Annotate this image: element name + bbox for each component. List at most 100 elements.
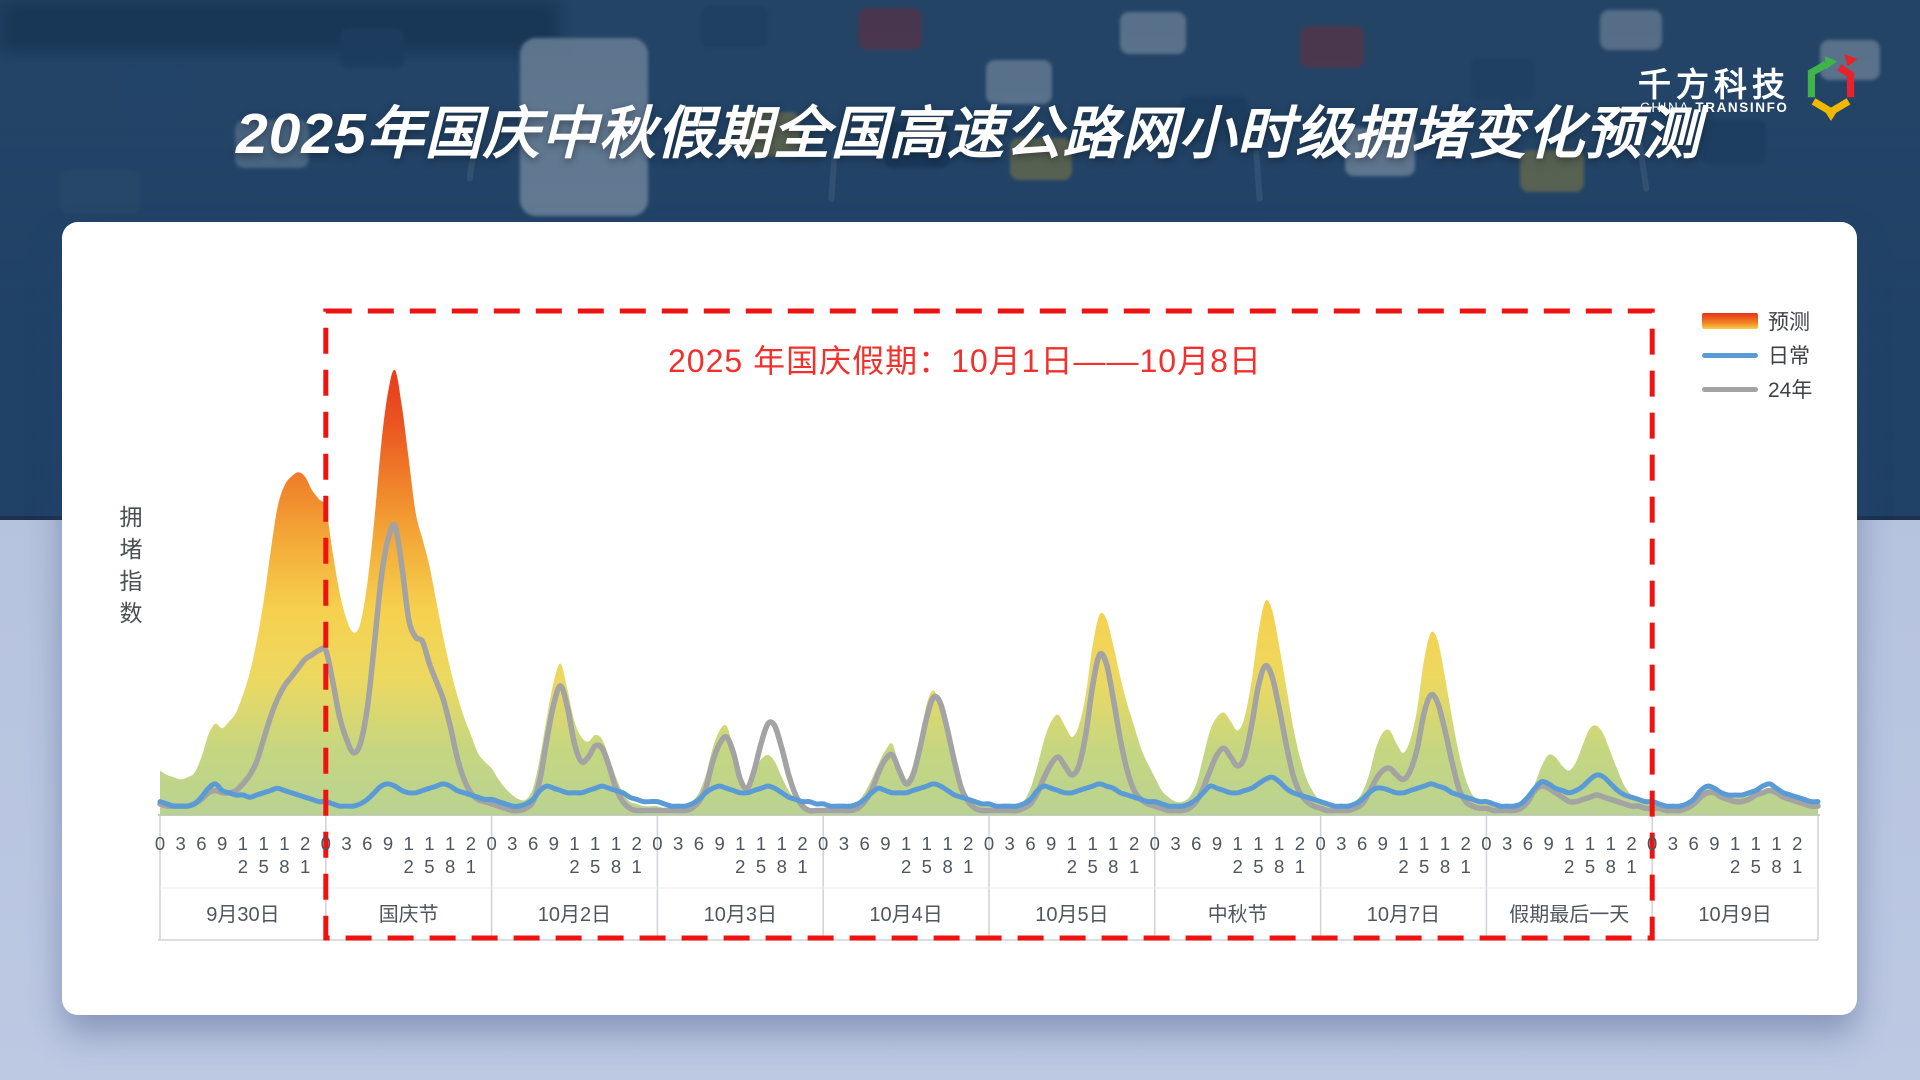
brand-name-en-light: CHINA xyxy=(1640,100,1691,115)
hour-tick: 1 2 xyxy=(1232,833,1243,877)
year24-line-swatch xyxy=(1702,386,1758,392)
hour-tick: 9 xyxy=(1211,833,1223,854)
highlight-caption: 2025 年国庆假期：10月1日——10月8日 xyxy=(668,343,1262,379)
legend-label-24year: 24年 xyxy=(1768,379,1813,402)
day-label: 9月30日 xyxy=(206,904,280,926)
legend-row-forecast: 预测 xyxy=(1702,304,1862,338)
hour-tick: 3 xyxy=(672,833,684,854)
brand-name-cn: 千方科技 xyxy=(1638,66,1790,103)
hour-tick: 6 xyxy=(1025,833,1036,854)
page-title: 2025年国庆中秋假期全国高速公路网小时级拥堵变化预测 xyxy=(236,102,1701,166)
hour-tick: 9 xyxy=(1046,833,1057,854)
hour-tick: 1 8 xyxy=(279,833,290,877)
day-label: 10月2日 xyxy=(537,904,612,926)
hour-tick: 1 8 xyxy=(776,833,787,877)
hour-tick: 2 1 xyxy=(1294,833,1306,877)
hour-tick: 1 8 xyxy=(445,833,456,877)
hour-tick: 1 8 xyxy=(1274,833,1285,877)
hour-tick: 0 xyxy=(1149,833,1160,854)
hour-tick: 2 1 xyxy=(1792,833,1803,877)
brand-name-en-bold: TRANSINFO xyxy=(1695,100,1789,115)
chart-legend: 预测 日常 24年 xyxy=(1702,304,1862,406)
hour-tick: 2 1 xyxy=(797,833,808,877)
hour-tick: 1 5 xyxy=(590,833,601,877)
legend-label-daily: 日常 xyxy=(1768,345,1810,368)
hour-tick: 6 xyxy=(362,833,373,854)
day-label: 中秋节 xyxy=(1207,904,1268,926)
hour-tick: 9 xyxy=(1709,833,1720,854)
hour-tick: 0 xyxy=(652,833,663,854)
hour-tick: 1 5 xyxy=(1253,833,1264,877)
hour-tick: 1 5 xyxy=(1087,833,1098,877)
hour-tick: 0 xyxy=(1315,833,1326,854)
hour-tick: 3 xyxy=(341,833,352,854)
day-label: 10月7日 xyxy=(1366,904,1441,926)
hour-tick: 3 xyxy=(1336,833,1347,854)
hour-tick: 9 xyxy=(548,833,559,854)
hour-tick: 9 xyxy=(714,833,725,854)
hour-tick: 6 xyxy=(1191,833,1202,854)
hour-tick: 6 xyxy=(859,833,870,854)
hour-tick: 2 1 xyxy=(963,833,974,877)
hour-tick: 1 8 xyxy=(1108,833,1119,877)
hour-tick: 1 2 xyxy=(1066,833,1078,877)
hour-tick: 2 1 xyxy=(1128,833,1140,877)
hour-tick: 3 xyxy=(507,833,518,854)
hour-tick: 6 xyxy=(693,833,705,854)
hour-tick: 1 5 xyxy=(1584,833,1596,877)
hour-tick: 1 5 xyxy=(258,833,269,877)
hour-tick: 3 xyxy=(1501,833,1513,854)
hour-tick: 3 xyxy=(1667,833,1679,854)
hour-tick: 1 5 xyxy=(1750,833,1761,877)
legend-row-daily: 日常 xyxy=(1702,338,1862,372)
hour-tick: 6 xyxy=(1356,833,1368,854)
day-label: 10月9日 xyxy=(1698,904,1772,926)
hour-tick: 1 2 xyxy=(1564,833,1575,877)
hour-tick: 0 xyxy=(486,833,497,854)
hour-tick: 3 xyxy=(1170,833,1181,854)
day-label: 国庆节 xyxy=(378,904,439,926)
legend-label-forecast: 预测 xyxy=(1768,311,1810,334)
day-label: 10月4日 xyxy=(869,904,943,926)
hour-tick: 1 2 xyxy=(900,833,912,877)
hour-tick: 0 xyxy=(983,833,995,854)
forecast-gradient-swatch xyxy=(1702,313,1758,329)
hour-tick: 0 xyxy=(1481,833,1492,854)
hour-tick: 1 5 xyxy=(755,833,767,877)
day-label: 假期最后一天 xyxy=(1509,904,1630,926)
day-label: 10月3日 xyxy=(703,904,777,926)
day-label: 10月5日 xyxy=(1035,904,1109,926)
hour-tick: 1 8 xyxy=(1439,833,1451,877)
brand-name-en: CHINA TRANSINFO xyxy=(1640,100,1789,115)
hour-tick: 1 5 xyxy=(921,833,932,877)
hour-tick: 2 1 xyxy=(465,833,477,877)
hour-tick: 9 xyxy=(1543,833,1554,854)
hour-tick: 1 2 xyxy=(1729,833,1741,877)
hour-tick: 9 xyxy=(217,833,228,854)
legend-row-24year: 24年 xyxy=(1702,372,1862,406)
y-axis-label: 拥堵指数 xyxy=(116,505,142,633)
hour-tick: 1 2 xyxy=(403,833,414,877)
hour-tick: 1 5 xyxy=(1419,833,1430,877)
hour-tick: 2 1 xyxy=(1460,833,1471,877)
hour-tick: 2 1 xyxy=(299,833,311,877)
hour-tick: 1 8 xyxy=(942,833,953,877)
daily-line-swatch xyxy=(1702,352,1758,358)
hour-tick: 6 xyxy=(1522,833,1534,854)
hour-tick: 3 xyxy=(1004,833,1015,854)
hour-tick: 1 8 xyxy=(1605,833,1616,877)
hour-tick: 1 2 xyxy=(237,833,249,877)
brand-logo: 千方科技 CHINA TRANSINFO xyxy=(1638,50,1878,130)
hour-tick: 9 xyxy=(382,833,394,854)
hour-tick: 0 xyxy=(154,833,166,854)
hour-tick: 6 xyxy=(527,833,539,854)
hour-tick: 1 2 xyxy=(735,833,746,877)
hour-tick: 0 xyxy=(320,833,331,854)
hour-tick: 1 5 xyxy=(424,833,435,877)
hour-tick: 6 xyxy=(196,833,207,854)
hour-tick: 1 2 xyxy=(1398,833,1409,877)
hour-tick: 1 2 xyxy=(569,833,580,877)
hour-tick: 3 xyxy=(175,833,186,854)
hour-tick: 1 8 xyxy=(610,833,622,877)
hour-tick: 9 xyxy=(1377,833,1388,854)
